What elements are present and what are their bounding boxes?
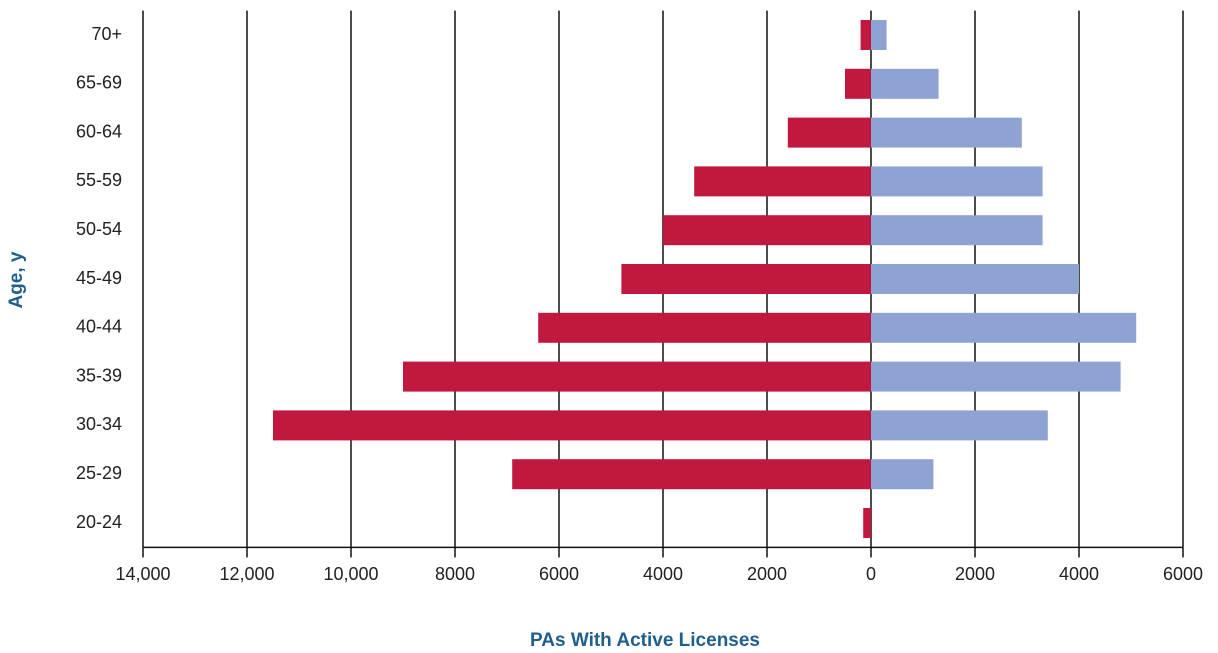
bar — [871, 312, 1137, 343]
x-tick-label: 4000 — [1059, 564, 1099, 584]
bar — [871, 166, 1043, 197]
y-tick-label: 60-64 — [76, 121, 122, 141]
bar — [863, 508, 871, 538]
y-tick-label: 50-54 — [76, 219, 122, 239]
x-tick-label: 12,000 — [219, 564, 274, 584]
bar — [871, 20, 887, 50]
x-tick-label: 6000 — [539, 564, 579, 584]
bar — [871, 410, 1048, 441]
x-tick-label: 6000 — [1163, 564, 1203, 584]
x-tick-label: 2000 — [747, 564, 787, 584]
bar — [538, 312, 871, 343]
y-axis-title: Age, y — [6, 251, 27, 308]
y-tick-label: 35-39 — [76, 365, 122, 385]
bar — [860, 20, 871, 50]
bar — [845, 68, 871, 99]
bar — [871, 459, 934, 490]
bar — [871, 117, 1022, 148]
bar — [871, 68, 939, 99]
bar — [694, 166, 871, 197]
y-tick-label: 70+ — [91, 24, 122, 44]
x-tick-label: 4000 — [643, 564, 683, 584]
y-tick-label: 25-29 — [76, 463, 122, 483]
bar — [871, 264, 1079, 294]
y-tick-label: 40-44 — [76, 317, 122, 337]
y-tick-label: 20-24 — [76, 512, 122, 532]
y-tick-label: 55-59 — [76, 170, 122, 190]
x-tick-label: 2000 — [955, 564, 995, 584]
bar — [787, 117, 871, 148]
bar — [512, 459, 871, 490]
y-tick-label: 45-49 — [76, 268, 122, 288]
x-tick-label: 10,000 — [323, 564, 378, 584]
x-tick-label: 8000 — [435, 564, 475, 584]
bar — [403, 361, 871, 392]
bar — [663, 215, 871, 246]
y-tick-label: 65-69 — [76, 73, 122, 93]
bar — [871, 215, 1043, 246]
bar — [621, 264, 871, 294]
x-axis-title: PAs With Active Licenses — [530, 630, 760, 651]
y-tick-label: 30-34 — [76, 414, 122, 434]
x-tick-label: 0 — [866, 564, 876, 584]
bar — [273, 410, 871, 441]
x-tick-label: 14,000 — [115, 564, 170, 584]
bar — [871, 361, 1121, 392]
